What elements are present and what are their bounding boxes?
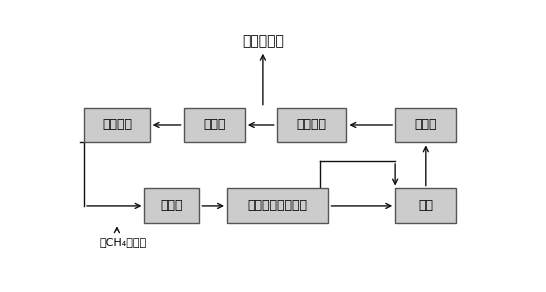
- Text: 管式炉: 管式炉: [161, 199, 183, 212]
- Text: 加压机: 加压机: [203, 119, 225, 131]
- Text: 煤气脱碳: 煤气脱碳: [102, 119, 132, 131]
- Bar: [84, 107, 150, 142]
- Text: 非催化纯氧转化炉: 非催化纯氧转化炉: [248, 199, 308, 212]
- Bar: [277, 107, 347, 142]
- Text: 竖炉: 竖炉: [418, 199, 434, 212]
- Text: 湿法洗涤: 湿法洗涤: [296, 119, 327, 131]
- Text: 富CH₄原料气: 富CH₄原料气: [100, 237, 147, 247]
- Bar: [395, 189, 456, 223]
- Bar: [144, 189, 199, 223]
- Bar: [395, 107, 456, 142]
- Text: 换热器: 换热器: [414, 119, 437, 131]
- Bar: [227, 189, 329, 223]
- Text: 输出燃料气: 输出燃料气: [242, 34, 284, 48]
- Bar: [183, 107, 245, 142]
